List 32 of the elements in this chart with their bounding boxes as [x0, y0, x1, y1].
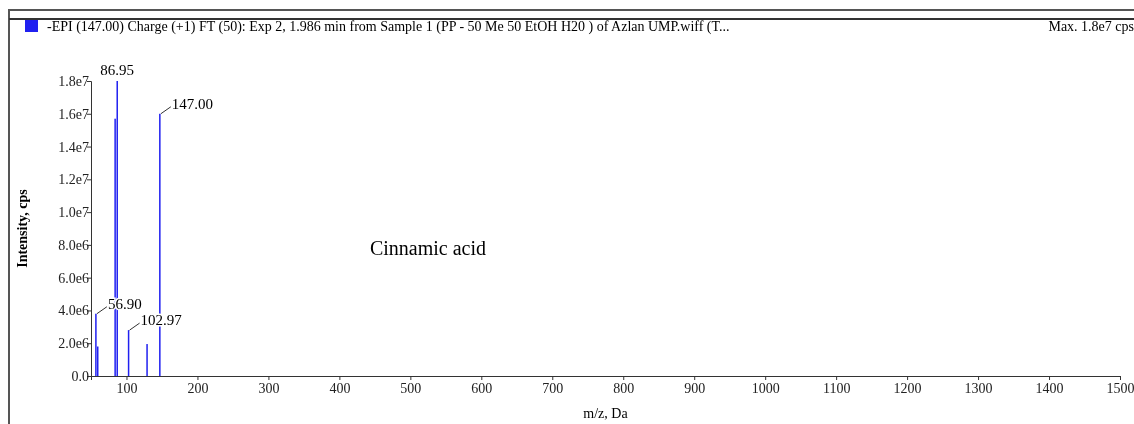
x-tick-label: 1500	[1106, 380, 1134, 396]
y-tick-label: 2.0e6	[58, 336, 89, 352]
chart-title: -EPI (147.00) Charge (+1) FT (50): Exp 2, 1.986 min from Sample 1 (PP - 50 Me 50 EtOH H20 ) of Azlan UMP.wiff (T...	[47, 19, 730, 35]
x-axis-title: m/z, Da	[583, 406, 629, 421]
y-tick-label: 6.0e6	[58, 270, 89, 286]
x-tick-label: 100	[116, 380, 138, 396]
y-axis-title: Intensity, cps	[15, 188, 30, 268]
y-tick-label: 1.0e7	[58, 205, 89, 221]
x-tick-label: 300	[258, 380, 280, 396]
x-tick-label: 1100	[822, 380, 851, 396]
x-tick-label: 1300	[964, 380, 993, 396]
annotation: Cinnamic acid	[369, 237, 487, 259]
y-tick-label: 8.0e6	[58, 237, 89, 253]
x-tick-label: 500	[400, 380, 422, 396]
y-tick-label: 1.4e7	[58, 139, 89, 155]
x-tick-label: 400	[329, 380, 351, 396]
x-tick-label: 200	[187, 380, 209, 396]
y-tick-label: 0.0	[71, 368, 89, 384]
x-tick-label: 1400	[1035, 380, 1064, 396]
text: Max. 1.8e7 cps	[1048, 19, 1134, 34]
x-tick-label: 1200	[893, 380, 922, 396]
x-tick-label: 900	[684, 380, 706, 396]
x-tick-label: 700	[542, 380, 564, 396]
annotation: 147.00	[171, 95, 214, 112]
x-tick-label: 1000	[751, 380, 780, 396]
x-tick-label: 600	[471, 380, 493, 396]
annotation: 86.95	[100, 62, 135, 78]
y-tick-label: 1.2e7	[58, 172, 89, 188]
y-tick-label: 1.6e7	[58, 106, 89, 122]
y-tick-label: 4.0e6	[58, 303, 89, 319]
y-tick-label: 1.8e7	[58, 73, 89, 89]
x-tick-label: 800	[613, 380, 635, 396]
